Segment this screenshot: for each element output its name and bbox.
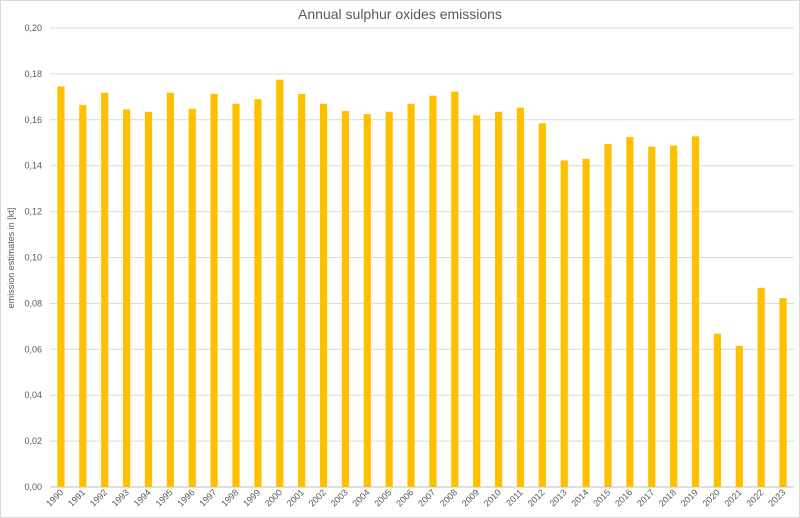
x-tick-label: 2011 bbox=[504, 487, 525, 508]
bar-2006 bbox=[407, 103, 415, 488]
bar-2010 bbox=[494, 111, 503, 487]
x-tick-label: 2002 bbox=[307, 487, 328, 508]
bar-2018 bbox=[670, 145, 678, 487]
x-tick-label: 1992 bbox=[88, 487, 109, 508]
bar-1996 bbox=[188, 108, 196, 487]
bar-2001 bbox=[298, 93, 306, 487]
bar-2019 bbox=[691, 136, 700, 487]
bar-1990 bbox=[57, 86, 65, 488]
y-tick-label: 0,02 bbox=[24, 436, 42, 446]
x-tick-label: 1996 bbox=[175, 487, 196, 508]
x-tick-label: 1991 bbox=[66, 487, 87, 508]
bar-2015 bbox=[604, 143, 612, 487]
chart-title: Annual sulphur oxides emissions bbox=[298, 6, 502, 22]
bar-2013 bbox=[560, 160, 568, 487]
bar-2007 bbox=[429, 95, 437, 487]
x-tick-label: 2000 bbox=[263, 487, 284, 508]
x-tick-label: 2019 bbox=[679, 487, 700, 508]
bar-1992 bbox=[101, 92, 109, 488]
y-tick-label: 0,06 bbox=[24, 344, 42, 354]
bar-1995 bbox=[166, 92, 174, 488]
bar-2008 bbox=[451, 91, 459, 487]
bar-2009 bbox=[473, 115, 481, 488]
bar-2017 bbox=[648, 146, 656, 488]
y-tick-label: 0,16 bbox=[24, 115, 42, 125]
bar-2003 bbox=[341, 111, 350, 487]
bar-2000 bbox=[276, 79, 284, 487]
bar-2016 bbox=[626, 137, 634, 487]
bar-2012 bbox=[538, 123, 546, 488]
bar-1993 bbox=[122, 109, 131, 487]
gridlines bbox=[50, 27, 794, 488]
x-tick-label: 2006 bbox=[394, 487, 415, 508]
x-tick-label: 1994 bbox=[132, 487, 153, 508]
bar-1994 bbox=[144, 111, 153, 487]
x-tick-label: 2001 bbox=[285, 487, 306, 508]
bar-2005 bbox=[385, 111, 393, 487]
x-tick-labels: 1990 1991 1992 1993 1994 1995 1996 1997 1998 1999… bbox=[44, 487, 787, 508]
bars bbox=[57, 79, 787, 488]
y-tick-label: 0,10 bbox=[24, 253, 42, 263]
y-tick-label: 0,08 bbox=[24, 298, 42, 308]
x-tick-label: 2021 bbox=[722, 487, 743, 508]
x-tick-label: 2020 bbox=[701, 487, 722, 508]
x-tick-label: 1993 bbox=[110, 487, 131, 508]
bar-2022 bbox=[757, 287, 765, 487]
y-tick-label: 0,18 bbox=[24, 69, 42, 79]
x-tick-label: 1995 bbox=[154, 487, 175, 508]
y-tick-label: 0,20 bbox=[24, 23, 42, 33]
x-tick-label: 1999 bbox=[241, 487, 262, 508]
x-tick-label: 2014 bbox=[569, 487, 590, 508]
y-tick-label: 0,04 bbox=[24, 390, 42, 400]
x-tick-label: 2005 bbox=[372, 487, 393, 508]
x-tick-label: 2004 bbox=[350, 487, 371, 508]
y-tick-label: 0,12 bbox=[24, 207, 42, 217]
x-tick-label: 2003 bbox=[329, 487, 350, 508]
bar-2004 bbox=[363, 114, 371, 487]
bar-1998 bbox=[232, 103, 240, 488]
x-tick-label: 2010 bbox=[482, 487, 503, 508]
y-tick-labels: 0,00 0,02 0,04 0,06 0,08 0,10 0,12 0,14 0,16 0,18… bbox=[24, 23, 42, 492]
bar-1997 bbox=[210, 93, 218, 487]
bar-2002 bbox=[319, 103, 328, 488]
x-tick-label: 2016 bbox=[613, 487, 634, 508]
bar-2014 bbox=[582, 158, 590, 487]
y-tick-label: 0,00 bbox=[24, 482, 42, 492]
x-tick-label: 2013 bbox=[547, 487, 568, 508]
bar-2011 bbox=[516, 107, 525, 487]
y-axis-label: emission estimates in [kt] bbox=[6, 208, 16, 309]
y-tick-label: 0,14 bbox=[24, 161, 42, 171]
x-tick-label: 2018 bbox=[657, 487, 678, 508]
x-tick-label: 2017 bbox=[635, 487, 656, 508]
bar-1991 bbox=[79, 104, 87, 487]
bar-2021 bbox=[735, 345, 743, 487]
bar-2020 bbox=[713, 333, 722, 487]
x-tick-label: 1990 bbox=[44, 487, 65, 508]
x-tick-label: 2015 bbox=[591, 487, 612, 508]
x-tick-label: 2009 bbox=[460, 487, 481, 508]
x-tick-label: 1997 bbox=[197, 487, 218, 508]
x-tick-label: 2022 bbox=[744, 487, 765, 508]
x-tick-label: 1998 bbox=[219, 487, 240, 508]
x-tick-label: 2023 bbox=[766, 487, 787, 508]
x-tick-label: 2007 bbox=[416, 487, 437, 508]
bar-1999 bbox=[254, 99, 262, 488]
bar-2023 bbox=[779, 298, 787, 487]
x-tick-label: 2008 bbox=[438, 487, 459, 508]
x-tick-label: 2012 bbox=[526, 487, 547, 508]
